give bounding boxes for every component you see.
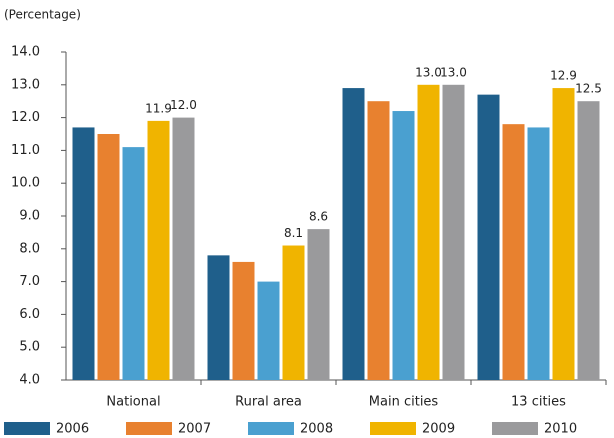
- bar: [552, 88, 575, 380]
- x-tick-label: Rural area: [235, 395, 302, 410]
- legend-label: 2007: [178, 422, 211, 437]
- bar: [282, 245, 305, 380]
- bar: [392, 111, 415, 380]
- x-tick-label: 13 cities: [511, 395, 566, 410]
- x-tick-label: National: [106, 395, 160, 410]
- value-label: 11.9: [145, 101, 172, 115]
- bar: [147, 120, 170, 380]
- y-tick-label: 7.0: [19, 274, 40, 289]
- bar: [502, 124, 525, 380]
- value-label: 8.6: [309, 210, 328, 224]
- bar: [207, 255, 230, 380]
- legend-swatch: [4, 422, 50, 435]
- bar: [122, 147, 145, 380]
- bar: [72, 127, 95, 380]
- bar: [257, 281, 280, 380]
- value-label: 12.0: [170, 98, 197, 112]
- bar: [367, 101, 390, 380]
- y-tick-label: 4.0: [19, 373, 40, 388]
- y-tick-label: 8.0: [19, 241, 40, 256]
- x-tick-label: Main cities: [369, 395, 439, 410]
- bar: [232, 261, 255, 380]
- bar: [417, 84, 440, 381]
- legend-label: 2009: [422, 422, 455, 437]
- bar: [442, 84, 465, 381]
- legend-label: 2010: [544, 422, 577, 437]
- legend-swatch: [492, 422, 538, 435]
- legend-swatch: [126, 422, 172, 435]
- legend-label: 2006: [56, 422, 89, 437]
- bar: [527, 127, 550, 380]
- bar: [342, 88, 365, 380]
- value-label: 12.5: [575, 82, 602, 96]
- bar: [577, 101, 600, 380]
- value-label: 13.0: [415, 65, 442, 79]
- legend-swatch: [248, 422, 294, 435]
- y-tick-label: 10.0: [11, 176, 40, 191]
- bar: [172, 117, 195, 380]
- value-label: 8.1: [284, 226, 303, 240]
- y-tick-label: 13.0: [11, 77, 40, 92]
- value-label: 13.0: [440, 65, 467, 79]
- y-tick-label: 5.0: [19, 340, 40, 355]
- bar: [97, 134, 120, 380]
- y-tick-label: 11.0: [11, 143, 40, 158]
- y-tick-label: 14.0: [11, 45, 40, 60]
- y-axis-label: (Percentage): [4, 8, 81, 22]
- bar: [477, 94, 500, 380]
- legend-label: 2008: [300, 422, 333, 437]
- y-tick-label: 9.0: [19, 209, 40, 224]
- bar: [307, 229, 330, 380]
- value-label: 12.9: [550, 69, 577, 83]
- y-tick-label: 6.0: [19, 307, 40, 322]
- y-tick-label: 12.0: [11, 110, 40, 125]
- legend-swatch: [370, 422, 416, 435]
